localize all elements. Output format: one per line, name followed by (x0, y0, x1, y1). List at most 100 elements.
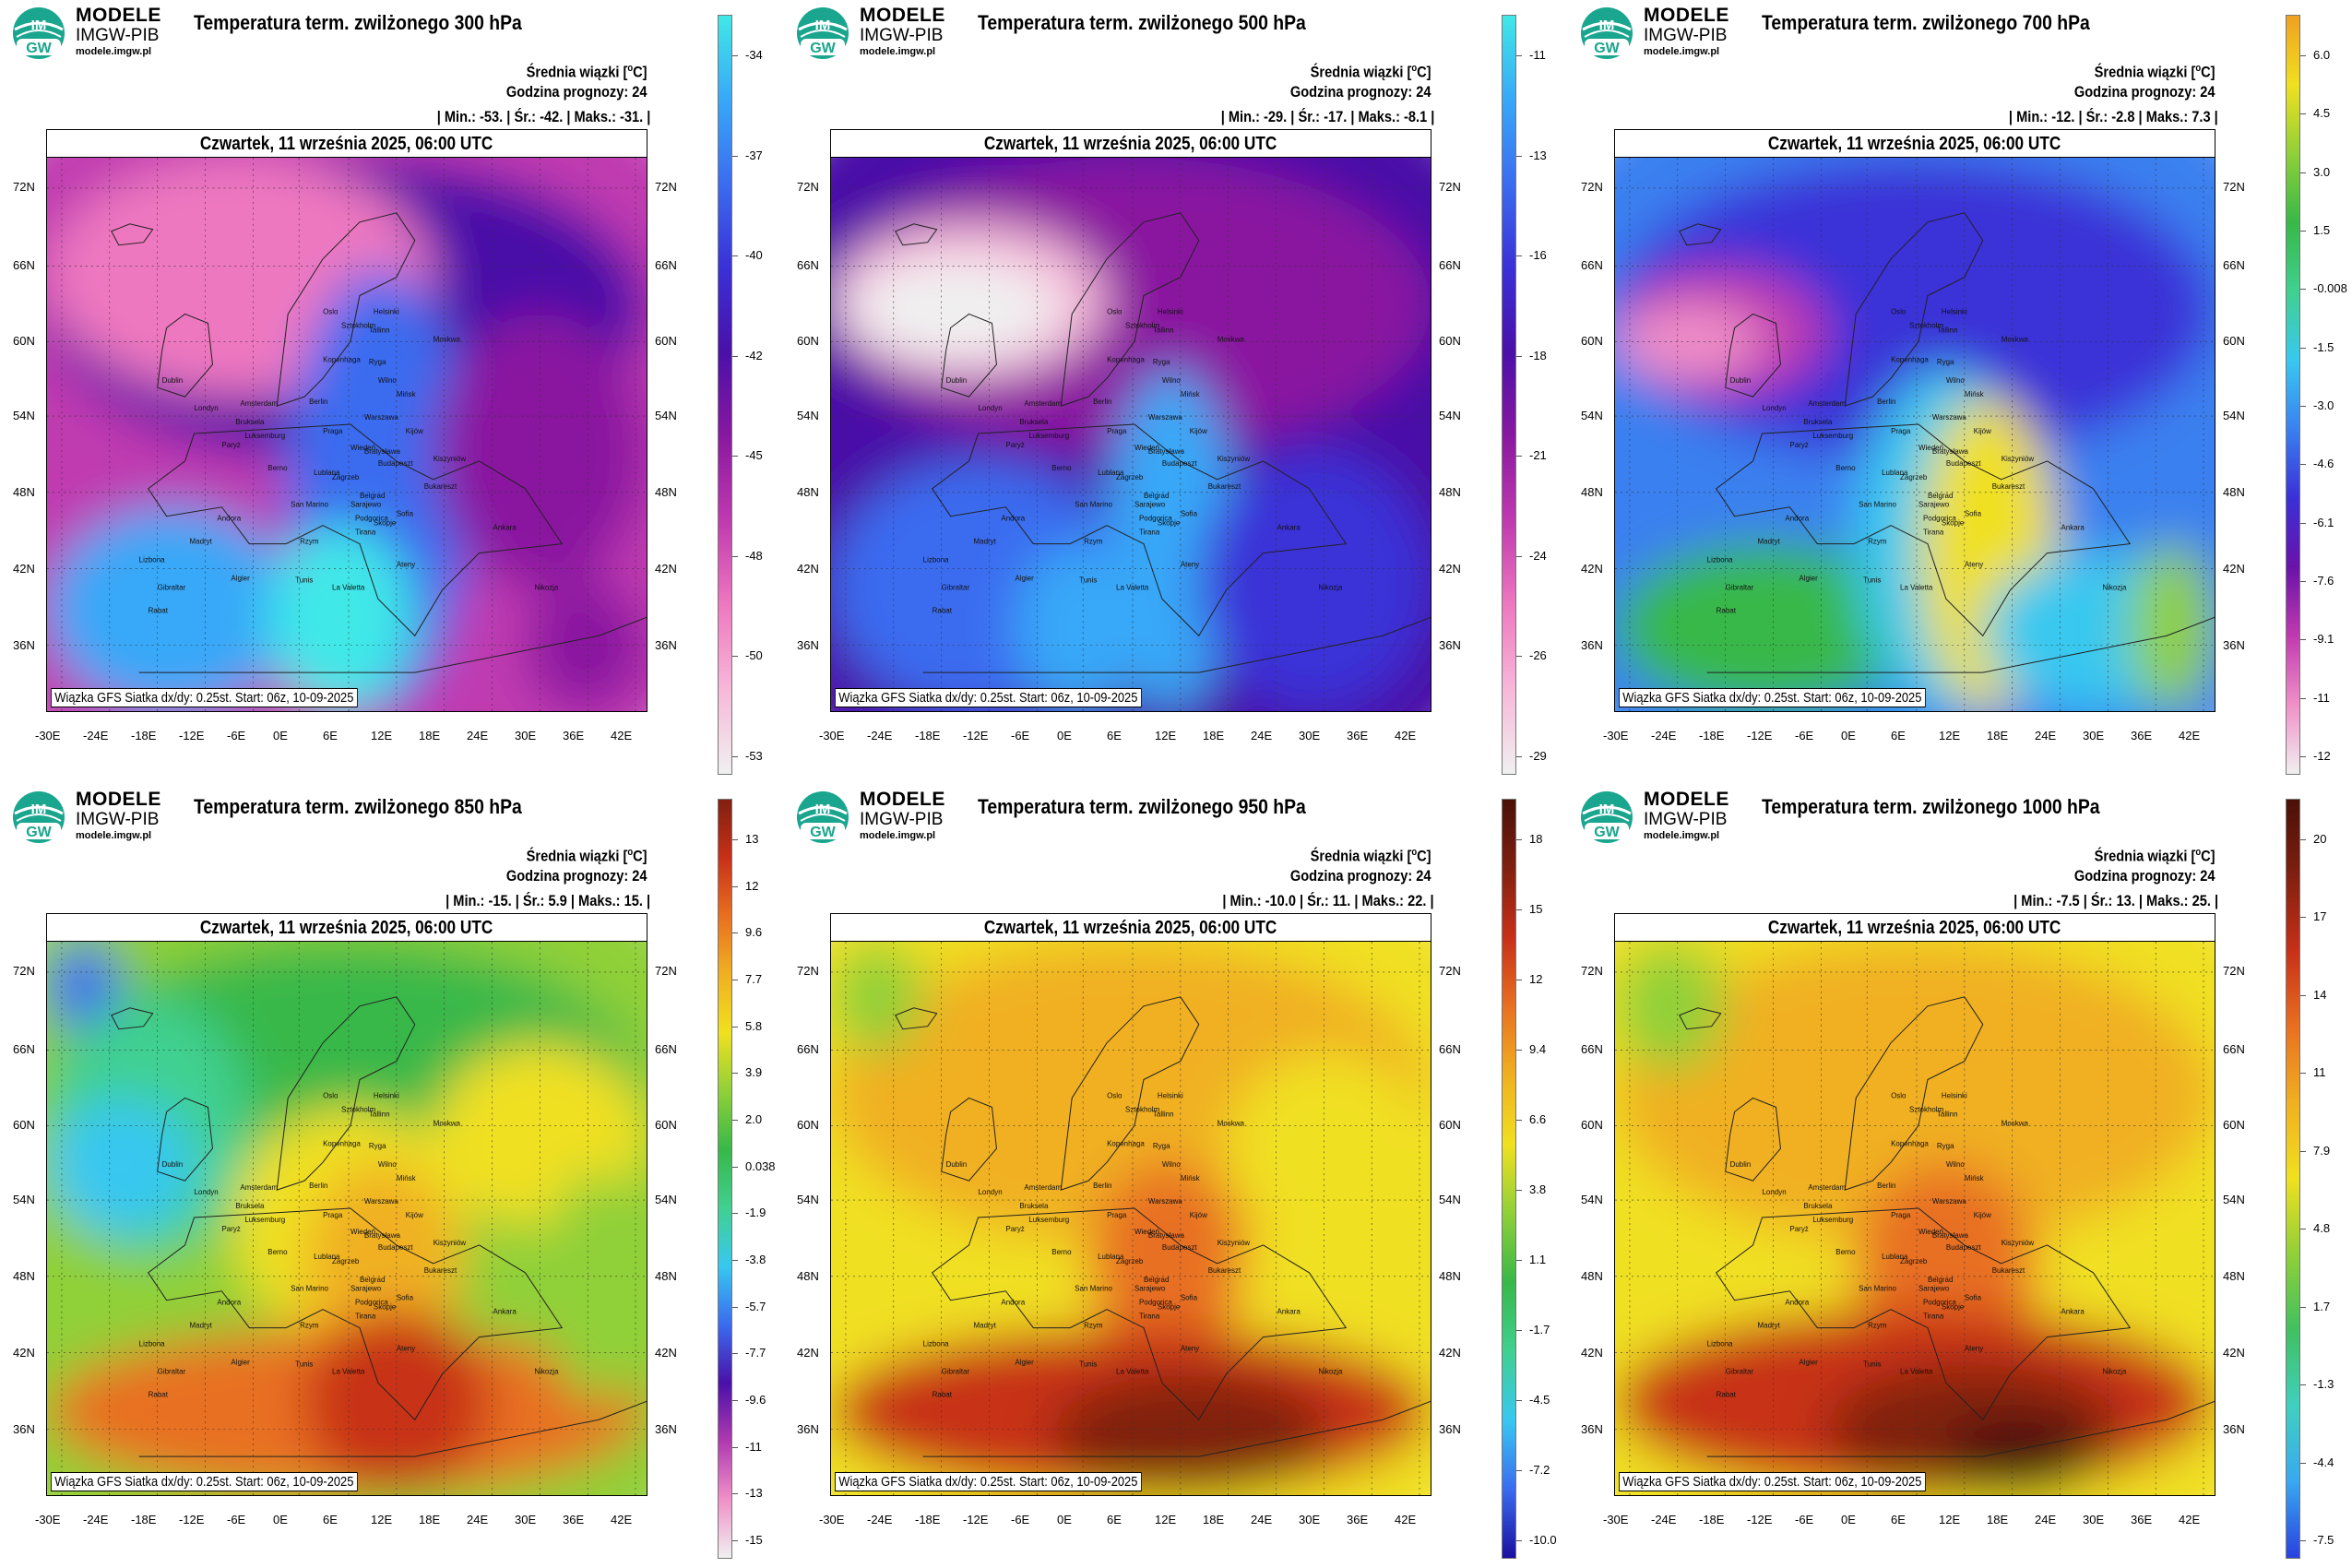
city-label: Berlin (1093, 1182, 1111, 1190)
lon-tick: 36E (2131, 1513, 2153, 1526)
lon-tick: 18E (419, 729, 441, 742)
city-label: Tunis (1863, 1360, 1881, 1368)
city-label: Gibraltar (158, 583, 186, 591)
lon-tick: -6E (1011, 1513, 1030, 1526)
brand-org: IMGW-PIB (76, 810, 160, 829)
imgw-logo-icon: IM GW (1581, 791, 1633, 843)
city-label: Belgrad (1144, 492, 1169, 500)
date-bar: Czwartek, 11 września 2025, 06:00 UTC (46, 129, 647, 157)
lat-tick: 48N (797, 1269, 819, 1283)
colorbar-tick: -29 (1529, 749, 1547, 763)
lat-tick: 54N (1439, 1193, 1461, 1206)
city-label: Tunis (1079, 576, 1097, 584)
city-label: Rzym (300, 538, 319, 546)
city-label: Gibraltar (942, 583, 970, 591)
mean-label: Średnia wiązki [oC] (527, 63, 647, 81)
svg-text:IM: IM (1599, 18, 1615, 33)
city-label: Moskwa (1218, 1119, 1245, 1127)
lon-tick: -30E (819, 729, 845, 742)
colorbar-tick: 11 (2313, 1065, 2326, 1080)
lon-tick: 36E (563, 1513, 585, 1526)
city-label: Rabat (932, 606, 953, 614)
colorbar-tick: 1.1 (1529, 1253, 1547, 1266)
colorbar-tick: -15 (745, 1533, 763, 1547)
lat-tick: 66N (655, 258, 677, 272)
city-label: Tirana (1139, 1313, 1160, 1321)
lon-tick: -24E (83, 1513, 109, 1526)
stat-mean: 13. (2116, 892, 2135, 909)
city-label: Praga (1107, 1211, 1127, 1219)
city-label: Belgrad (360, 1276, 385, 1284)
lon-tick: 12E (1155, 729, 1177, 742)
city-label: Budapeszt (1946, 1243, 1981, 1252)
lon-tick: -30E (35, 729, 61, 742)
city-label: Warszawa (1932, 1197, 1966, 1206)
lon-tick: -24E (1651, 1513, 1677, 1526)
city-label: Sarajewo (350, 1285, 382, 1293)
city-label: Madryt (190, 1322, 213, 1330)
city-label: Zagrzeb (1900, 473, 1928, 481)
lat-tick: 54N (655, 1193, 677, 1206)
city-label: Tunis (1863, 576, 1881, 584)
lon-tick: -18E (131, 1513, 157, 1526)
svg-text:GW: GW (1594, 825, 1620, 840)
city-label: Dublin (946, 376, 968, 385)
stat-max: -31. (619, 108, 643, 125)
city-label: Warszawa (1932, 413, 1966, 422)
brand-name: MODELE (860, 789, 945, 810)
city-label: Kiszyniów (1218, 1239, 1251, 1247)
lat-tick: 42N (655, 1346, 677, 1360)
city-label: Luksemburg (1812, 432, 1853, 440)
city-label: Bukareszt (1208, 482, 1241, 491)
city-label: Mińsk (397, 1174, 416, 1182)
city-label: Londyn (195, 1188, 219, 1196)
lat-tick: 60N (2223, 334, 2245, 348)
city-label: Sofia (1965, 1294, 1982, 1302)
city-label: Oslo (1891, 1091, 1907, 1099)
lon-tick: 30E (2083, 1513, 2105, 1526)
lat-tick: 54N (655, 409, 677, 422)
lat-tick: 42N (1581, 562, 1603, 576)
colorbar-tick: -21 (1529, 448, 1547, 463)
svg-text:IM: IM (1599, 802, 1615, 817)
city-label: Zagrzeb (332, 1257, 360, 1265)
city-label: Budapeszt (378, 459, 413, 468)
stat-min: -10.0 (1265, 892, 1297, 909)
lon-tick: 30E (515, 1513, 537, 1526)
city-label: Oslo (1107, 1091, 1123, 1099)
city-label: Rzym (1868, 538, 1887, 546)
city-label: Mińsk (397, 390, 416, 398)
city-label: Kopenhaga (1891, 355, 1929, 363)
city-label: Bruksela (235, 418, 265, 426)
city-label: Belgrad (1928, 492, 1953, 500)
city-label: Moskwa (2002, 1119, 2029, 1127)
lon-tick: -18E (1699, 1513, 1725, 1526)
colorbar-tick: 20 (2313, 832, 2327, 846)
city-label: Bratysława (364, 447, 401, 456)
lat-tick: 72N (1581, 964, 1603, 978)
colorbar-tick: -7.2 (1529, 1463, 1550, 1477)
city-label: Rzym (1084, 538, 1103, 546)
panel-title: Temperatura term. zwilżonego 700 hPa (1762, 11, 2090, 34)
city-label: Wiedeń (1918, 444, 1943, 452)
lat-tick: 42N (797, 1346, 819, 1360)
lon-tick: -18E (1699, 729, 1725, 742)
mean-label: Średnia wiązki [oC] (1311, 63, 1431, 81)
lat-tick: 36N (1581, 638, 1603, 652)
city-label: Sarajewo (1134, 501, 1166, 509)
city-label: Lublana (1098, 1253, 1124, 1261)
brand-block: MODELE IMGW-PIB modele.imgw.pl (76, 790, 161, 841)
city-label: Sarajewo (350, 501, 382, 509)
map-footer: Wiązka GFS Siatka dx/dy: 0.25st. Start: … (51, 1472, 358, 1491)
city-label: Kijów (1974, 427, 1991, 435)
city-label: Tunis (295, 576, 313, 584)
city-label: Tirana (1923, 1313, 1944, 1321)
city-label: Wiedeń (1918, 1228, 1943, 1236)
map-panel-3: IM GW MODELE IMGW-PIB modele.imgw.pl Tem… (0, 784, 784, 1568)
city-label: Ryga (1153, 1142, 1170, 1150)
colorbar (1502, 15, 1516, 775)
city-label: Helsinki (1158, 1091, 1183, 1099)
forecast-hour: Godzina prognozy: 24 (2074, 866, 2215, 885)
lat-tick: 54N (13, 409, 35, 422)
